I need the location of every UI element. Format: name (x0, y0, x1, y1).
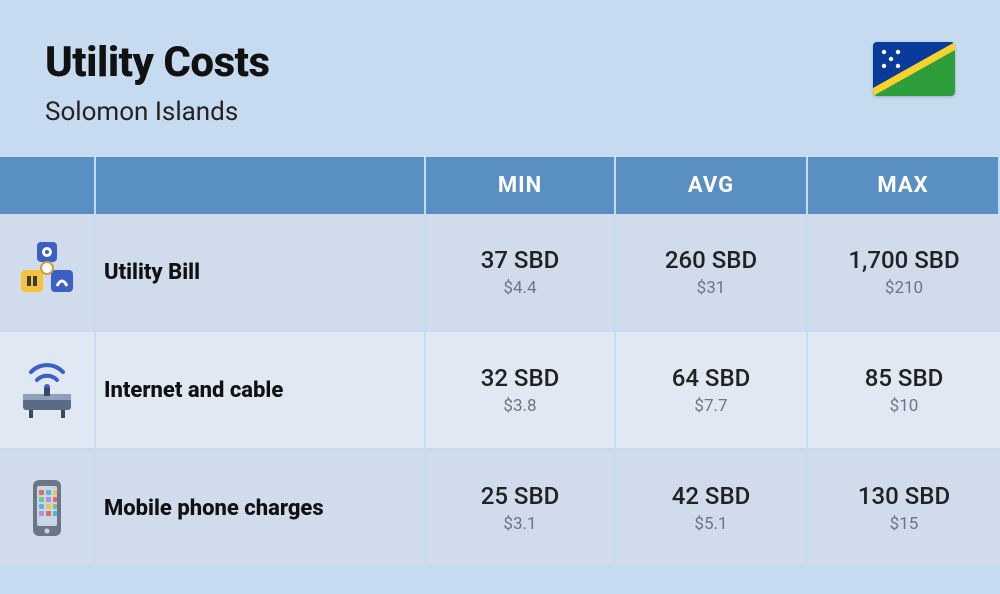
value-sub: $31 (697, 278, 726, 298)
value-sub: $15 (890, 514, 919, 534)
table-header-avg: AVG (616, 157, 808, 214)
value-sub: $5.1 (694, 514, 727, 534)
cell-avg: 260 SBD $31 (616, 214, 808, 332)
value-main: 32 SBD (481, 364, 560, 392)
value-sub: $3.1 (503, 514, 536, 534)
table-header-max: MAX (808, 157, 1000, 214)
row-label: Internet and cable (96, 332, 426, 450)
table-header-min: MIN (426, 157, 616, 214)
page-subtitle: Solomon Islands (45, 97, 270, 127)
table-row (0, 450, 96, 568)
cell-max: 85 SBD $10 (808, 332, 1000, 450)
costs-table: MIN AVG MAX Utility Bill 37 SBD $4.4 (0, 157, 1000, 568)
value-main: 37 SBD (481, 246, 560, 274)
table-row (0, 214, 96, 332)
value-main: 130 SBD (858, 482, 950, 510)
value-sub: $210 (885, 278, 923, 298)
row-label: Utility Bill (96, 214, 426, 332)
row-label: Mobile phone charges (96, 450, 426, 568)
table-row (0, 332, 96, 450)
value-sub: $4.4 (503, 278, 536, 298)
value-main: 85 SBD (865, 364, 944, 392)
value-main: 260 SBD (665, 246, 757, 274)
value-sub: $7.7 (694, 396, 727, 416)
value-sub: $3.8 (503, 396, 536, 416)
table-header-empty (96, 157, 426, 214)
value-sub: $10 (890, 396, 919, 416)
value-main: 42 SBD (672, 482, 751, 510)
cell-min: 37 SBD $4.4 (426, 214, 616, 332)
value-main: 1,700 SBD (848, 246, 959, 274)
value-main: 64 SBD (672, 364, 751, 392)
page-title: Utility Costs (45, 38, 270, 87)
internet-cable-icon (15, 358, 79, 422)
mobile-phone-icon (15, 476, 79, 540)
table-header-empty (0, 157, 96, 214)
cell-min: 25 SBD $3.1 (426, 450, 616, 568)
cell-min: 32 SBD $3.8 (426, 332, 616, 450)
cell-max: 130 SBD $15 (808, 450, 1000, 568)
cell-avg: 42 SBD $5.1 (616, 450, 808, 568)
value-main: 25 SBD (481, 482, 560, 510)
cell-max: 1,700 SBD $210 (808, 214, 1000, 332)
cell-avg: 64 SBD $7.7 (616, 332, 808, 450)
flag-icon (873, 42, 955, 96)
utility-bill-icon (15, 240, 79, 304)
